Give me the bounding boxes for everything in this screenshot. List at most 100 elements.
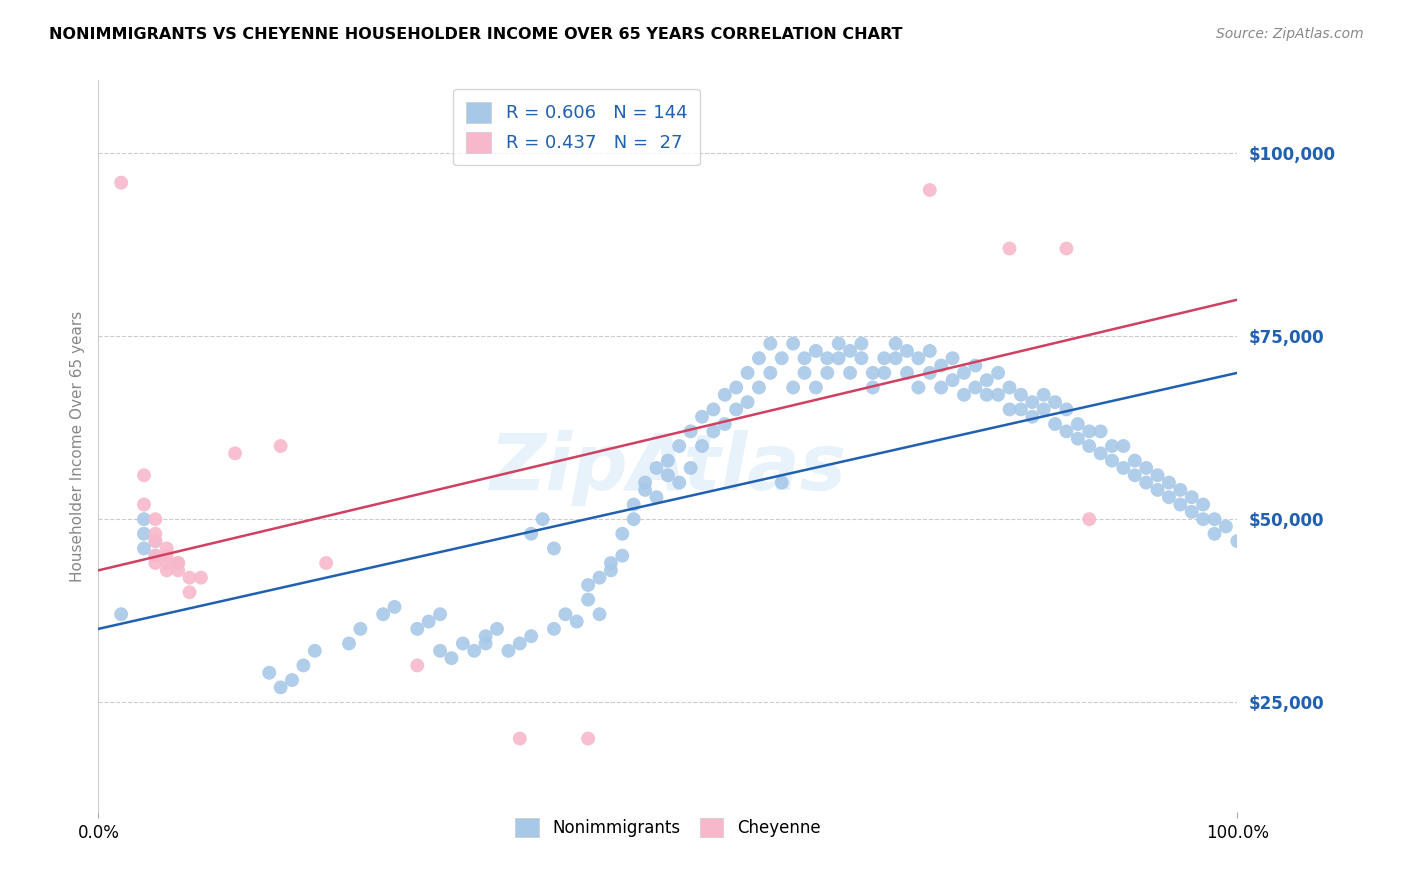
Point — [1067, 417, 1090, 431]
Point — [281, 673, 304, 687]
Text: NONIMMIGRANTS VS CHEYENNE HOUSEHOLDER INCOME OVER 65 YEARS CORRELATION CHART: NONIMMIGRANTS VS CHEYENNE HOUSEHOLDER IN… — [49, 27, 903, 42]
Point — [770, 351, 793, 366]
Point — [748, 380, 770, 394]
Point — [1170, 483, 1192, 497]
Point — [759, 366, 782, 380]
Point — [668, 475, 690, 490]
Point — [862, 366, 884, 380]
Point — [167, 556, 190, 570]
Point — [259, 665, 281, 680]
Point — [145, 549, 167, 563]
Point — [748, 351, 770, 366]
Point — [770, 475, 793, 490]
Point — [657, 468, 679, 483]
Point — [725, 380, 748, 394]
Point — [145, 534, 167, 549]
Point — [1032, 402, 1054, 417]
Point — [543, 541, 565, 556]
Point — [509, 636, 531, 650]
Point — [612, 526, 634, 541]
Point — [1123, 453, 1146, 467]
Point — [987, 388, 1010, 402]
Point — [384, 599, 406, 614]
Point — [987, 366, 1010, 380]
Point — [1090, 425, 1112, 439]
Point — [132, 498, 155, 512]
Point — [1043, 395, 1066, 409]
Point — [1010, 388, 1032, 402]
Point — [145, 526, 167, 541]
Point — [657, 453, 679, 467]
Point — [337, 636, 360, 650]
Point — [634, 475, 657, 490]
Point — [1032, 388, 1054, 402]
Point — [942, 351, 965, 366]
Point — [623, 498, 645, 512]
Point — [782, 380, 804, 394]
Point — [145, 534, 167, 549]
Point — [224, 446, 246, 460]
Point — [1135, 475, 1157, 490]
Point — [725, 402, 748, 417]
Point — [1054, 402, 1078, 417]
Point — [804, 380, 827, 394]
Point — [576, 731, 599, 746]
Point — [486, 622, 509, 636]
Point — [156, 563, 179, 577]
Point — [418, 615, 440, 629]
Point — [474, 629, 496, 643]
Point — [498, 644, 520, 658]
Point — [1078, 512, 1101, 526]
Point — [884, 351, 907, 366]
Point — [1078, 439, 1101, 453]
Point — [520, 526, 543, 541]
Point — [429, 644, 451, 658]
Point — [645, 490, 668, 504]
Point — [1112, 439, 1135, 453]
Point — [576, 578, 599, 592]
Point — [1054, 425, 1078, 439]
Point — [1135, 461, 1157, 475]
Point — [929, 359, 952, 373]
Point — [156, 549, 179, 563]
Point — [998, 242, 1021, 256]
Point — [132, 526, 155, 541]
Legend: Nonimmigrants, Cheyenne: Nonimmigrants, Cheyenne — [505, 808, 831, 847]
Point — [634, 483, 657, 497]
Point — [349, 622, 371, 636]
Point — [304, 644, 326, 658]
Point — [907, 351, 929, 366]
Point — [167, 556, 190, 570]
Point — [793, 351, 815, 366]
Point — [702, 402, 724, 417]
Point — [600, 556, 623, 570]
Point — [1192, 498, 1215, 512]
Point — [509, 731, 531, 746]
Point — [737, 395, 759, 409]
Point — [714, 417, 737, 431]
Point — [612, 549, 634, 563]
Point — [315, 556, 337, 570]
Point — [463, 644, 485, 658]
Point — [543, 622, 565, 636]
Point — [1021, 395, 1043, 409]
Point — [270, 681, 292, 695]
Point — [145, 556, 167, 570]
Point — [520, 629, 543, 643]
Point — [782, 336, 804, 351]
Point — [690, 439, 713, 453]
Point — [1101, 453, 1123, 467]
Point — [690, 409, 713, 424]
Point — [451, 636, 474, 650]
Point — [953, 366, 976, 380]
Point — [1101, 439, 1123, 453]
Point — [851, 351, 873, 366]
Point — [1078, 425, 1101, 439]
Point — [1157, 475, 1180, 490]
Point — [1043, 417, 1066, 431]
Point — [565, 615, 588, 629]
Point — [156, 541, 179, 556]
Point — [918, 366, 941, 380]
Point — [270, 439, 292, 453]
Point — [474, 636, 496, 650]
